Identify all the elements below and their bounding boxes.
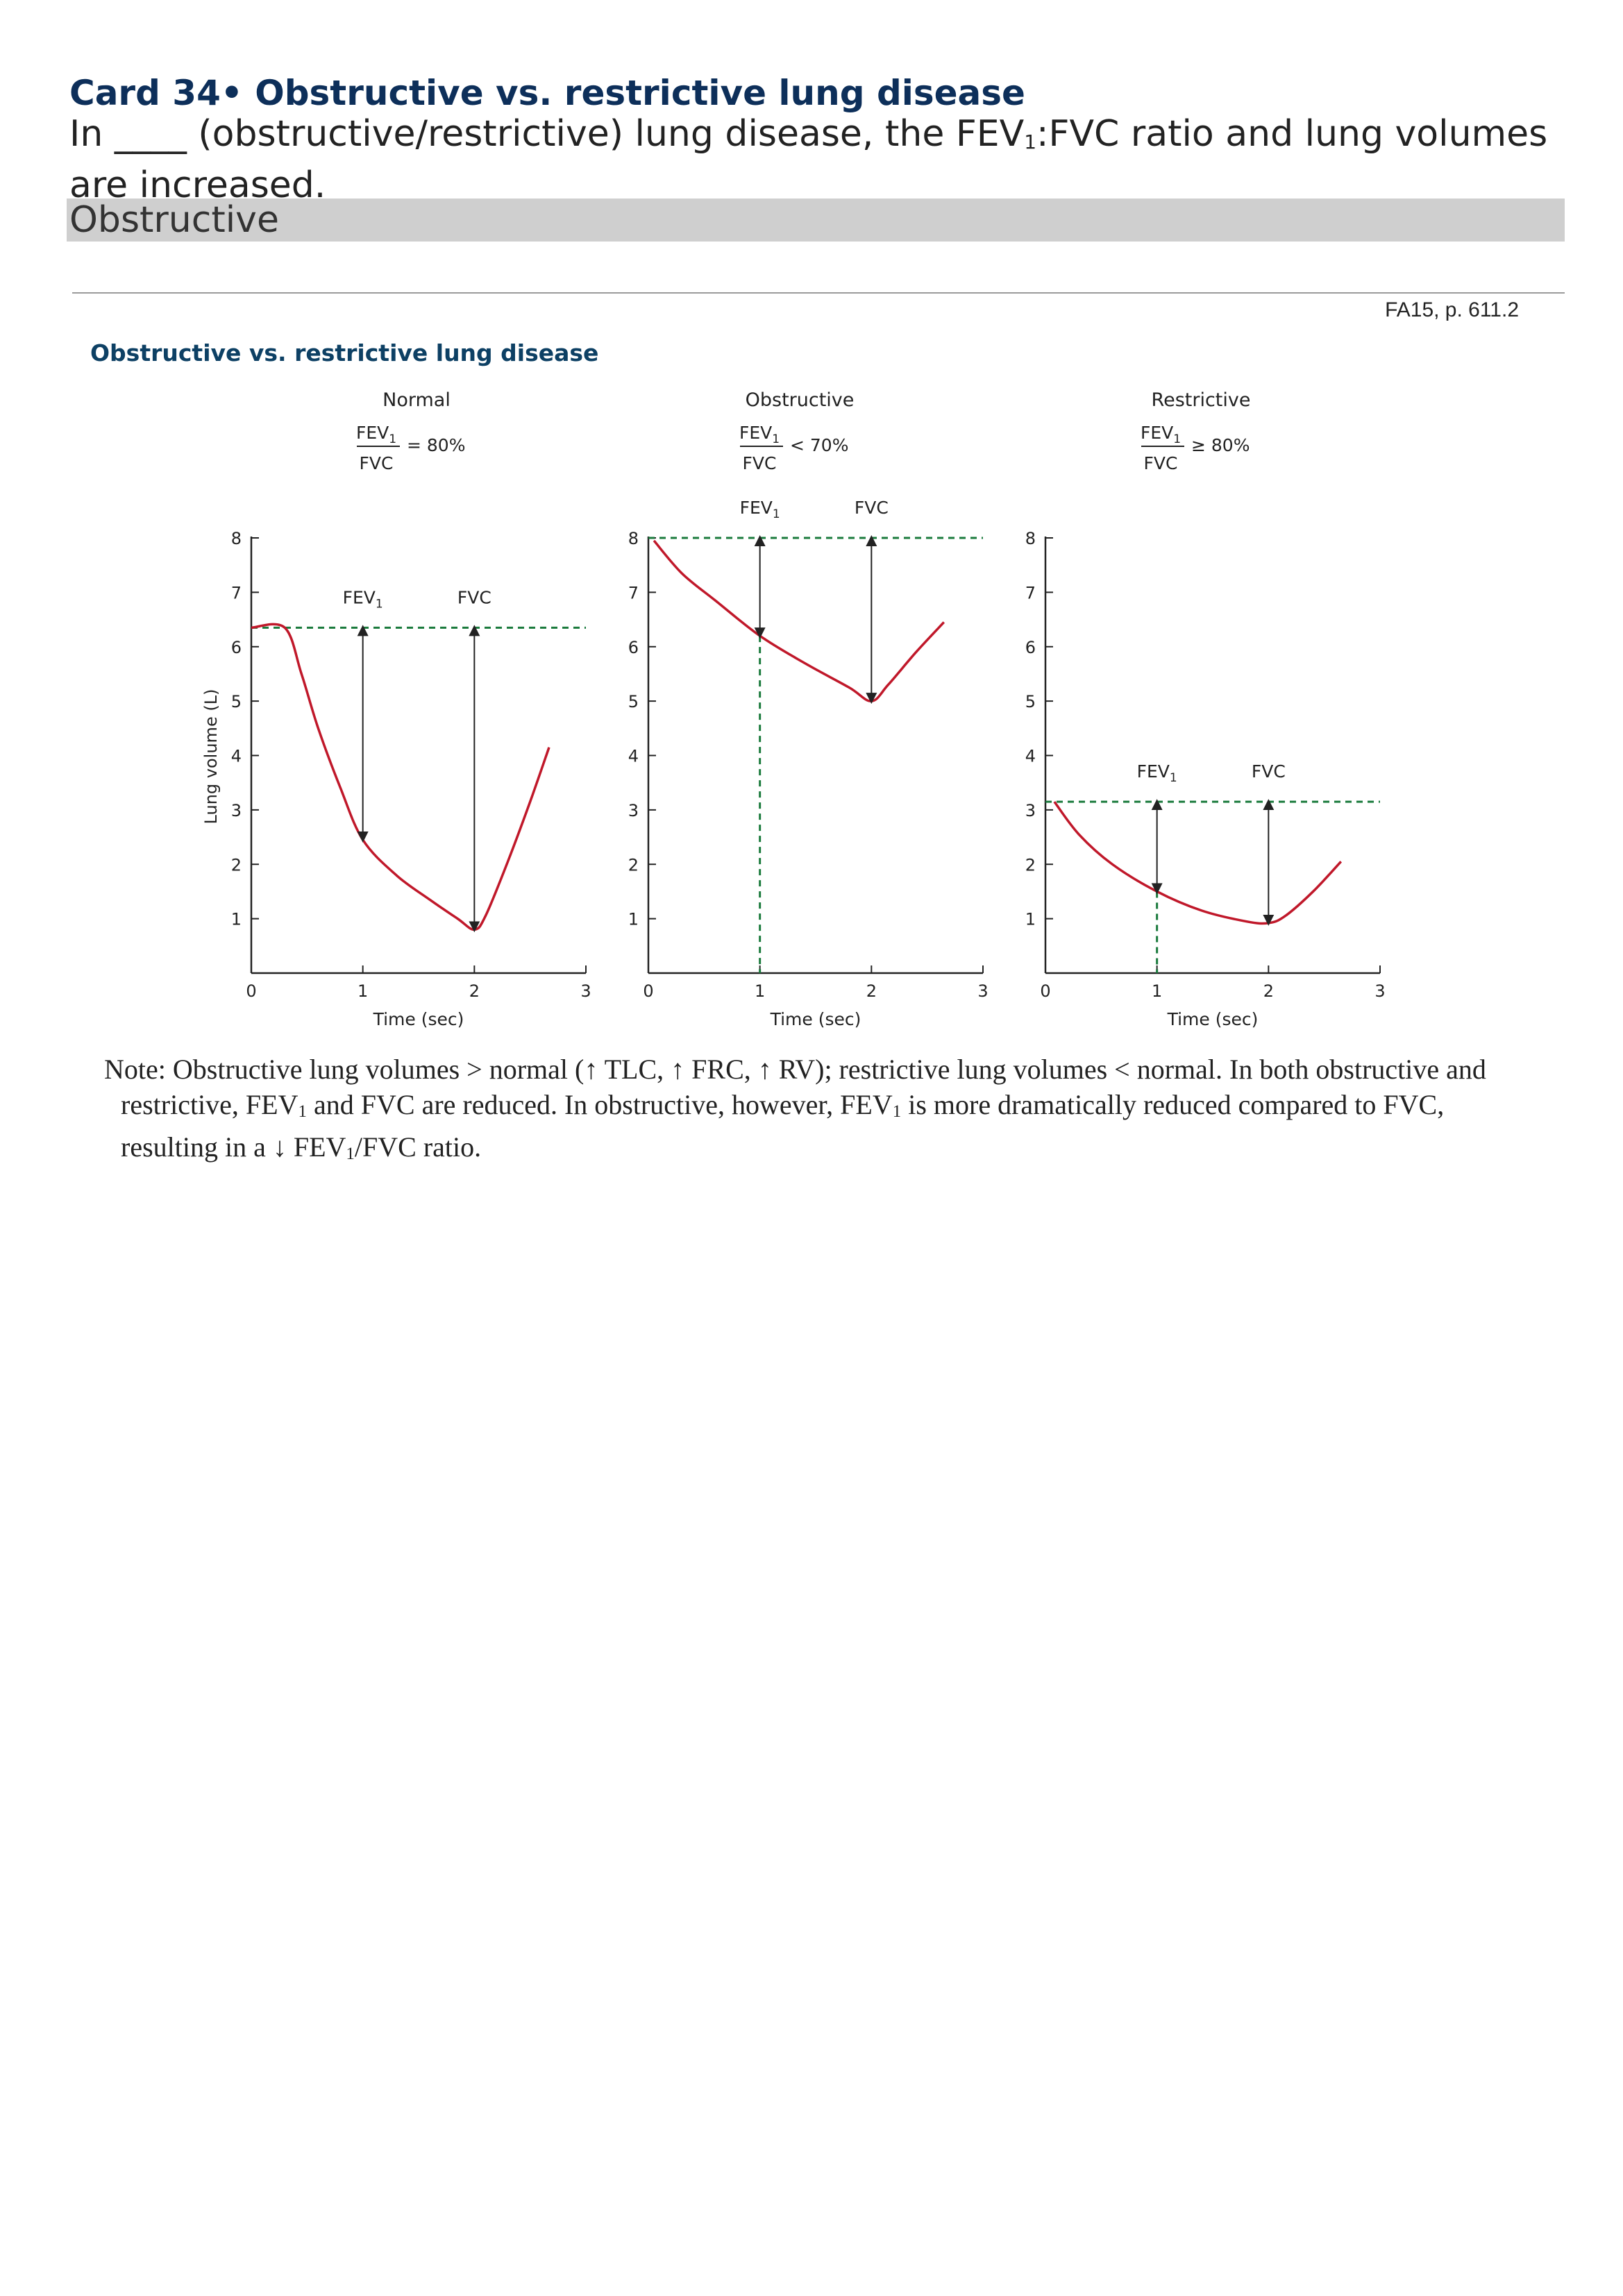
- obstructive-y-tick-label: 5: [628, 692, 639, 711]
- normal-ratio-fvc: FVC: [360, 453, 394, 473]
- normal-panel-title: Normal: [382, 389, 451, 411]
- note-line-2: restrictive, FEV1 and FVC are reduced. I…: [104, 1087, 1527, 1129]
- divider: [72, 292, 1565, 294]
- obstructive-y-tick-label: 1: [628, 910, 639, 929]
- obstructive-fev1-label: FEV1: [740, 498, 780, 521]
- obstructive-x-tick-label: 1: [755, 981, 765, 1001]
- obstructive-x-tick-label: 3: [977, 981, 988, 1001]
- restrictive-x-axis-label: Time (sec): [1167, 1009, 1259, 1029]
- note-line-1: Note: Obstructive lung volumes > normal …: [104, 1054, 1486, 1085]
- normal-fev1-label: FEV1: [343, 587, 383, 611]
- obstructive-y-tick-label: 4: [628, 747, 639, 766]
- normal-x-tick-label: 1: [358, 981, 368, 1001]
- restrictive-y-tick-label: 6: [1025, 638, 1036, 657]
- normal-y-tick-label: 8: [231, 529, 242, 548]
- reference-label: FA15, p. 611.2: [1385, 298, 1519, 321]
- restrictive-volume-curve: [1053, 801, 1343, 925]
- obstructive-y-tick-label: 2: [628, 855, 639, 875]
- obstructive-panel-title: Obstructive: [746, 389, 855, 411]
- restrictive-y-tick-label: 4: [1025, 747, 1036, 766]
- note-l3a: resulting in a ↓ FEV: [121, 1131, 346, 1163]
- answer-bar: Obstructive: [67, 199, 1565, 242]
- normal-y-tick-label: 3: [231, 801, 242, 820]
- note-sub-a: 1: [298, 1102, 308, 1121]
- question-pre: In ____ (obstructive/restrictive) lung d…: [69, 113, 1025, 155]
- y-axis-label: Lung volume (L): [201, 689, 221, 825]
- restrictive-y-tick-label: 3: [1025, 801, 1036, 820]
- normal-x-axis-label: Time (sec): [373, 1009, 464, 1029]
- restrictive-fvc-label: FVC: [1252, 761, 1286, 782]
- obstructive-y-tick-label: 3: [628, 801, 639, 820]
- normal-x-tick-label: 0: [246, 981, 256, 1001]
- normal-ratio-value: = 80%: [407, 435, 465, 455]
- restrictive-x-tick-label: 1: [1152, 981, 1162, 1001]
- restrictive-y-tick-label: 8: [1025, 529, 1036, 548]
- obstructive-y-tick-label: 6: [628, 638, 639, 657]
- restrictive-fev1-label: FEV1: [1137, 761, 1177, 785]
- note-l3b: /FVC ratio.: [354, 1131, 482, 1163]
- obstructive-volume-curve: [653, 539, 945, 702]
- normal-volume-curve: [251, 623, 550, 931]
- note-sub-c: 1: [346, 1145, 355, 1163]
- card-title: Card 34• Obstructive vs. restrictive lun…: [69, 73, 1025, 113]
- restrictive-ratio-fvc: FVC: [1144, 453, 1178, 473]
- restrictive-ratio-value: ≥ 80%: [1191, 435, 1250, 455]
- normal-x-tick-label: 2: [469, 981, 480, 1001]
- obstructive-ratio-value: < 70%: [790, 435, 848, 455]
- restrictive-panel-title: Restrictive: [1152, 389, 1251, 411]
- obstructive-x-tick-label: 2: [866, 981, 877, 1001]
- normal-fvc-label: FVC: [457, 587, 491, 607]
- obstructive-x-tick-label: 0: [643, 981, 653, 1001]
- spirometry-figure: Obstructive vs. restrictive lung disease…: [90, 339, 1386, 1029]
- normal-y-tick-label: 4: [231, 747, 242, 766]
- restrictive-x-tick-label: 3: [1374, 981, 1385, 1001]
- normal-ratio-fev1: FEV1: [356, 423, 396, 446]
- restrictive-ratio-fev1: FEV1: [1141, 423, 1181, 446]
- obstructive-x-axis-label: Time (sec): [770, 1009, 861, 1029]
- note-l2b: and FVC are reduced. In obstructive, how…: [307, 1089, 893, 1120]
- restrictive-y-tick-label: 5: [1025, 692, 1036, 711]
- obstructive-y-tick-label: 7: [628, 583, 639, 602]
- note-l2a: restrictive, FEV: [121, 1089, 298, 1120]
- restrictive-y-tick-label: 2: [1025, 855, 1036, 875]
- normal-y-tick-label: 5: [231, 692, 242, 711]
- normal-y-tick-label: 2: [231, 855, 242, 875]
- note-l2c: is more dramatically reduced compared to…: [901, 1089, 1445, 1120]
- obstructive-ratio-fev1: FEV1: [739, 423, 780, 446]
- restrictive-y-tick-label: 7: [1025, 583, 1036, 602]
- normal-y-tick-label: 1: [231, 910, 242, 929]
- normal-x-tick-label: 3: [580, 981, 591, 1001]
- normal-y-tick-label: 7: [231, 583, 242, 602]
- restrictive-y-tick-label: 1: [1025, 910, 1036, 929]
- obstructive-y-tick-label: 8: [628, 529, 639, 548]
- obstructive-fvc-label: FVC: [855, 498, 889, 518]
- question-sub: 1: [1024, 130, 1037, 153]
- note-line-3: resulting in a ↓ FEV1/FVC ratio.: [104, 1129, 1527, 1172]
- figure-title: Obstructive vs. restrictive lung disease: [90, 339, 598, 366]
- note-sub-b: 1: [892, 1102, 902, 1121]
- restrictive-x-tick-label: 0: [1040, 981, 1050, 1001]
- restrictive-x-tick-label: 2: [1263, 981, 1274, 1001]
- note-text: Note: Obstructive lung volumes > normal …: [104, 1052, 1527, 1172]
- normal-y-tick-label: 6: [231, 638, 242, 657]
- obstructive-ratio-fvc: FVC: [743, 453, 777, 473]
